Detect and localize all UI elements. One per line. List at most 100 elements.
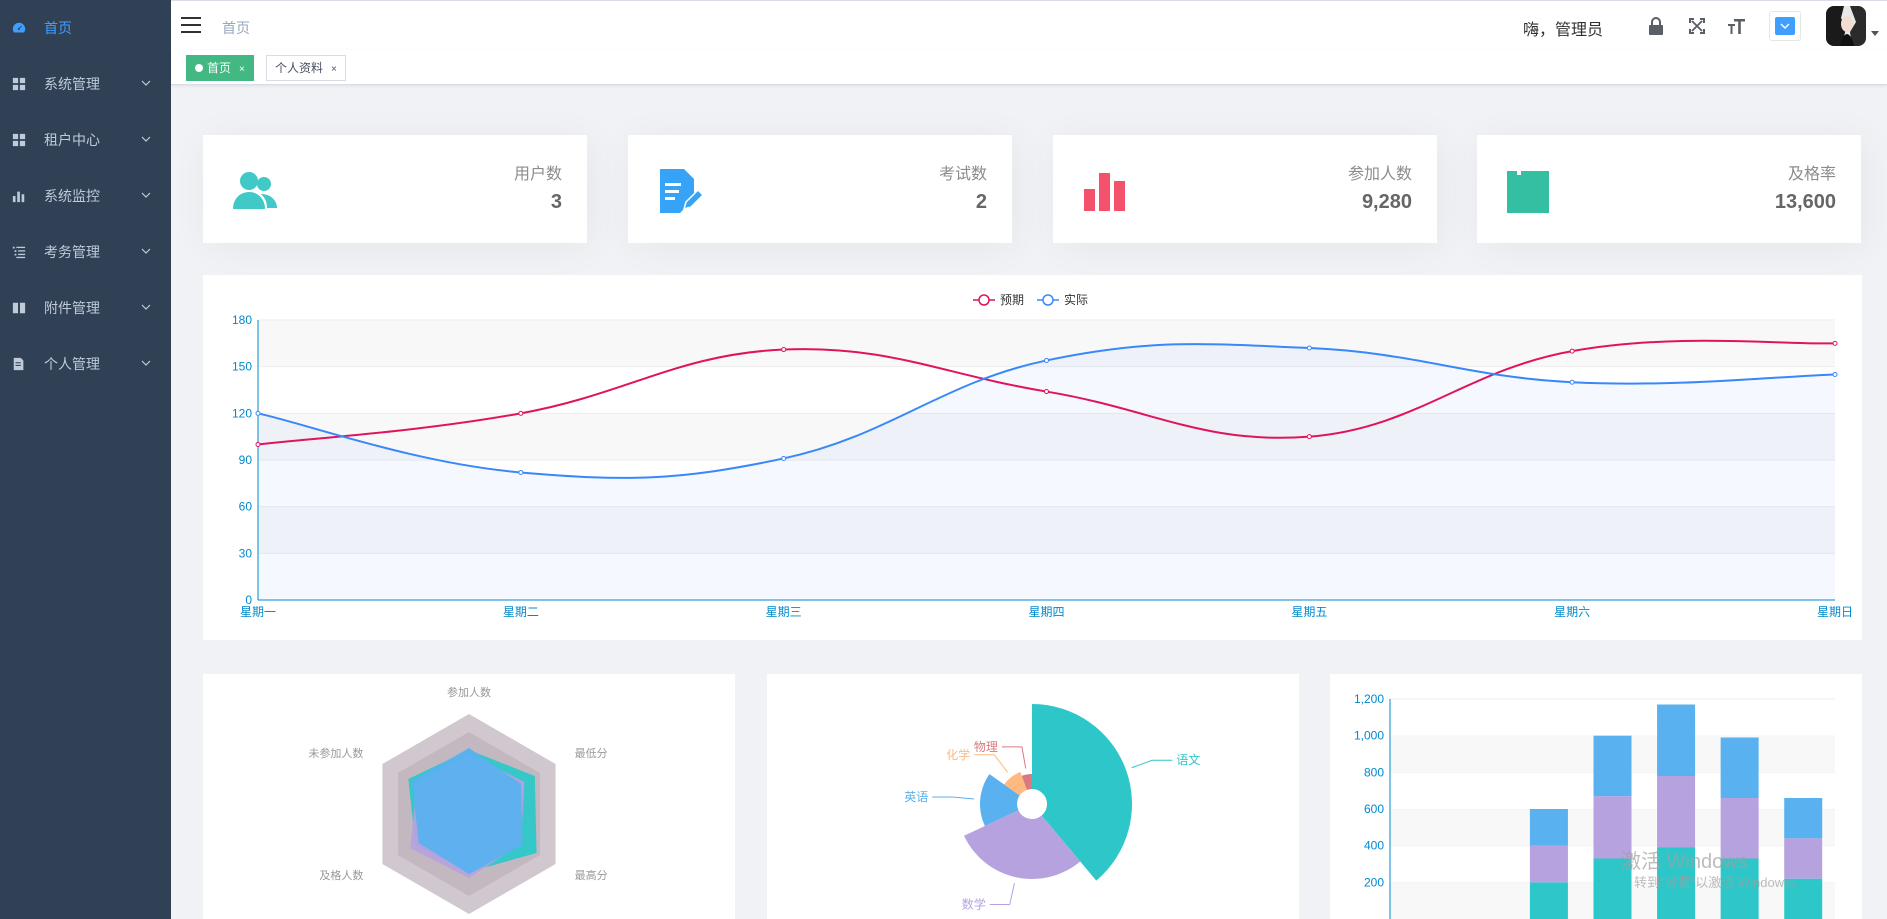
legend-marker: [978, 294, 990, 306]
folder-icon: [1507, 171, 1549, 213]
sidebar-item-monitor[interactable]: 系统监控: [0, 168, 171, 224]
data-point: [1306, 345, 1312, 351]
grid-band: [1390, 699, 1835, 736]
line-chart-panel: 0 30 60 90 120 150 180 星期一 星期二 星期三 星期四 星期五 星期六 星期日 预期 实…: [203, 275, 1862, 640]
card-label: 用户数: [513, 166, 562, 183]
pie-label-line: [932, 796, 975, 800]
theme-color-picker[interactable]: [1769, 11, 1801, 41]
user-greeting: 嗨，管理员: [1523, 22, 1604, 39]
tag-profile[interactable]: 个人资料 ×: [266, 55, 346, 81]
breadcrumb: 首页: [222, 20, 250, 36]
line-chart: 0 30 60 90 120 150 180 星期一 星期二 星期三 星期四 星期五 星期六 星期日 预期 实…: [232, 292, 1853, 619]
close-icon[interactable]: ×: [239, 64, 245, 75]
pie-slice: [1004, 772, 1027, 796]
legend-label: 实际: [1064, 292, 1088, 307]
chevron-down-icon: [141, 304, 151, 310]
y-tick-label: 60: [239, 500, 253, 514]
exam-doc-icon: [660, 169, 704, 213]
sidebar: 首页 系统管理 租户中心 系统监控 考务管理 附件管理: [0, 0, 171, 919]
x-tick-label: 星期五: [1291, 605, 1327, 619]
bar-segment: [1529, 809, 1568, 846]
font-size-icon[interactable]: [1727, 16, 1747, 36]
grid-band: [258, 506, 1835, 554]
bar-segment: [1657, 704, 1696, 776]
tag-home[interactable]: 首页 ×: [186, 55, 254, 81]
data-point: [1569, 348, 1575, 354]
bar-segment: [1529, 845, 1568, 883]
radar-series-area: [411, 748, 523, 874]
pie-slice: [1032, 704, 1132, 881]
radar-chart: 参加人数最低分最高分平均分及格人数未参加人数: [308, 685, 608, 914]
pie-label-line: [1001, 746, 1027, 769]
grid-icon: [12, 77, 26, 91]
sidebar-item-personal[interactable]: 个人管理: [0, 336, 171, 392]
data-point: [518, 410, 524, 416]
radar-chart-panel: 参加人数最低分最高分平均分及格人数未参加人数: [203, 674, 735, 919]
caret-down-icon[interactable]: [1871, 31, 1879, 36]
bar-chart-icon: [1084, 173, 1125, 211]
hamburger-menu-icon[interactable]: [181, 16, 201, 34]
bar-segment: [1593, 735, 1632, 797]
pie-label: 英语: [904, 790, 928, 804]
card-label: 考试数: [938, 166, 987, 183]
pie-label: 化学: [946, 747, 970, 762]
sidebar-item-label: 租户中心: [44, 132, 100, 148]
bar-chart-panel: 200 400 600 800 1,000 1,200: [1330, 674, 1862, 919]
sidebar-item-label: 系统监控: [44, 188, 100, 204]
bar-segment: [1657, 776, 1696, 848]
radar-indicator-label: 最低分: [575, 747, 608, 760]
y-tick-label: 1,200: [1354, 692, 1384, 706]
tags-view: 首页 × 个人资料 ×: [171, 50, 1887, 85]
sidebar-item-attachment[interactable]: 附件管理: [0, 280, 171, 336]
bar-segment: [1784, 798, 1823, 839]
sidebar-item-system[interactable]: 系统管理: [0, 56, 171, 112]
pie-label-line: [989, 882, 1015, 906]
bar-segment: [1784, 878, 1823, 919]
sidebar-item-tenant[interactable]: 租户中心: [0, 112, 171, 168]
sidebar-item-exam[interactable]: 考务管理: [0, 224, 171, 280]
series-area: [258, 344, 1835, 600]
navbar: 首页 嗨，管理员: [171, 0, 1887, 50]
pie-label: 物理: [974, 740, 998, 754]
tag-label: 首页: [207, 61, 232, 75]
dashboard-icon: [12, 21, 26, 35]
data-point: [518, 469, 524, 475]
sidebar-item-home[interactable]: 首页: [0, 0, 171, 56]
data-point: [255, 441, 261, 447]
pie-label-line: [974, 754, 1009, 773]
pie-slice: [964, 810, 1081, 879]
y-tick-label: 400: [1364, 839, 1384, 853]
grid-icon: [12, 133, 26, 147]
radar-indicator-label: 未参加人数: [308, 746, 363, 760]
avatar[interactable]: [1826, 6, 1866, 46]
edit-doc-icon: [12, 357, 26, 371]
bar-segment: [1720, 798, 1759, 859]
sidebar-item-label: 首页: [44, 20, 72, 36]
stat-card-users[interactable]: 用户数 3: [203, 135, 587, 243]
grid-band: [258, 413, 1835, 460]
stat-card-pass-rate[interactable]: 及格率 13,600: [1477, 135, 1861, 243]
radar-indicator-label: 最高分: [575, 868, 608, 882]
card-label: 参加人数: [1347, 166, 1412, 183]
data-point: [255, 410, 261, 416]
x-tick-label: 星期四: [1028, 605, 1064, 619]
list-icon: [12, 245, 26, 259]
y-tick-label: 0: [245, 593, 252, 607]
sidebar-item-label: 个人管理: [44, 356, 100, 372]
stat-card-participants[interactable]: 参加人数 9,280: [1053, 135, 1437, 243]
close-icon[interactable]: ×: [331, 64, 337, 75]
fullscreen-icon[interactable]: [1687, 16, 1707, 36]
pie-label: 数学: [962, 897, 986, 912]
sidebar-item-label: 附件管理: [44, 300, 100, 316]
y-tick-label: 180: [232, 313, 252, 327]
users-icon: [233, 172, 277, 209]
data-point: [1044, 389, 1049, 395]
card-value: 3: [550, 191, 562, 213]
pie-slice: [1021, 774, 1032, 790]
y-tick-label: 800: [1364, 765, 1384, 779]
lock-icon[interactable]: [1646, 16, 1666, 36]
x-tick-label: 星期一: [240, 605, 276, 619]
stat-card-exams[interactable]: 考试数 2: [628, 135, 1012, 243]
chevron-down-icon: [1780, 23, 1790, 29]
chevron-down-icon: [141, 80, 151, 86]
